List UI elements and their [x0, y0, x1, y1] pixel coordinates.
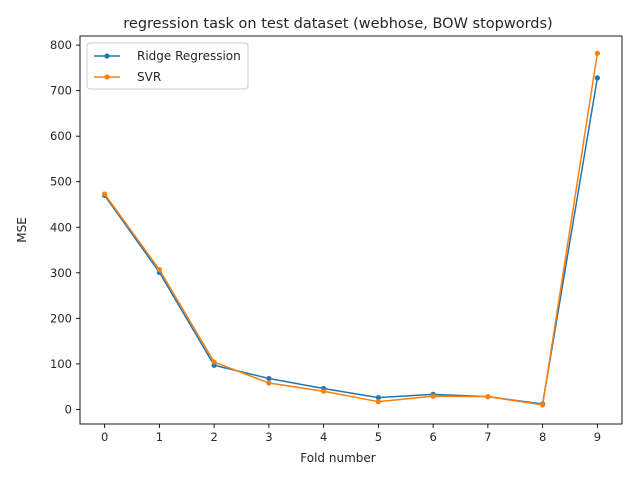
y-tick-label: 500 — [50, 175, 72, 189]
data-point — [375, 399, 381, 405]
x-tick-label: 7 — [484, 430, 491, 444]
legend: Ridge Regression SVR — [86, 42, 249, 90]
x-tick-label: 0 — [101, 430, 108, 444]
x-tick-label: 4 — [320, 430, 327, 444]
y-tick-label: 400 — [50, 220, 72, 234]
axis-ticks: 0 1 2 3 4 5 6 7 8 9 0 100 200 300 400 500 600 700 800 — [50, 38, 601, 444]
data-point — [485, 394, 491, 400]
data-point — [211, 359, 217, 365]
y-tick-label: 300 — [50, 266, 72, 280]
y-tick-label: 700 — [50, 84, 72, 98]
x-tick-label: 2 — [210, 430, 217, 444]
data-point — [321, 388, 327, 394]
data-point — [266, 380, 272, 386]
data-point — [540, 402, 546, 408]
y-tick-label: 100 — [50, 357, 72, 371]
data-point — [156, 267, 162, 273]
legend-box — [86, 42, 249, 90]
data-point — [594, 50, 600, 56]
plot-frame — [79, 35, 623, 425]
series-line-0 — [104, 77, 599, 405]
series-layer — [102, 50, 600, 408]
series-line-1 — [104, 53, 599, 406]
y-tick-label: 600 — [50, 129, 72, 143]
data-point — [594, 75, 600, 81]
data-point — [375, 394, 381, 401]
x-tick-label: 9 — [594, 430, 601, 444]
legend-marker — [104, 74, 110, 80]
x-tick-label: 3 — [265, 430, 272, 444]
x-tick-label: 6 — [429, 430, 436, 444]
y-axis-label: MSE — [15, 217, 29, 243]
x-axis-label: Fold number — [300, 451, 375, 465]
data-point — [266, 375, 272, 382]
data-point — [430, 393, 436, 399]
y-tick-label: 800 — [50, 38, 72, 52]
data-point — [102, 191, 108, 197]
x-tick-label: 8 — [539, 430, 546, 444]
y-tick-label: 200 — [50, 311, 72, 325]
y-tick-label: 0 — [65, 402, 72, 416]
chart-title: regression task on test dataset (webhose… — [123, 16, 552, 32]
legend-label: SVR — [137, 70, 161, 84]
legend-marker — [104, 53, 110, 59]
legend-label: Ridge Regression — [137, 49, 241, 63]
x-tick-label: 5 — [375, 430, 382, 444]
x-tick-label: 1 — [156, 430, 163, 444]
